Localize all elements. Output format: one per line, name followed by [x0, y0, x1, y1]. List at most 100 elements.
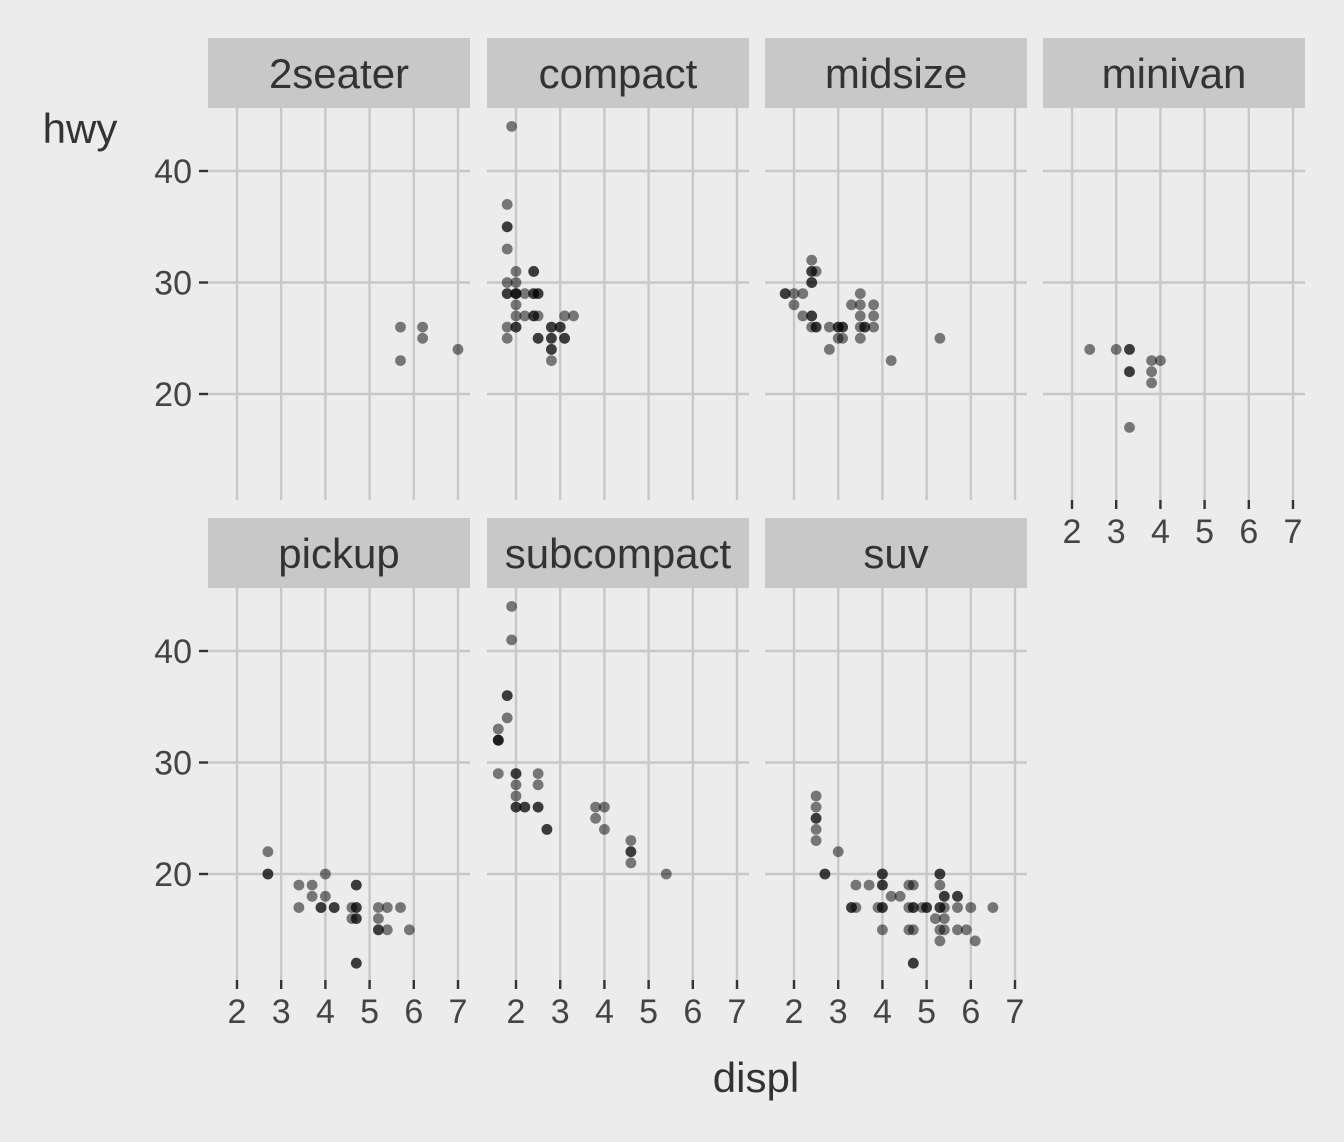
x-tick-label: 6: [961, 993, 980, 1031]
data-point: [350, 879, 362, 891]
y-tick-label: 40: [154, 153, 192, 191]
x-tick-label: 5: [917, 993, 936, 1031]
data-point: [510, 801, 522, 813]
data-point: [506, 121, 517, 132]
data-point: [554, 321, 566, 333]
data-point: [1146, 355, 1157, 366]
data-point: [501, 221, 513, 233]
x-tick-label: 4: [873, 993, 892, 1031]
data-point: [532, 288, 544, 299]
x-tick-label: 6: [1239, 513, 1258, 551]
data-point: [350, 913, 362, 924]
data-point: [373, 902, 384, 913]
data-point: [395, 355, 406, 366]
data-point: [262, 868, 274, 880]
data-point: [877, 902, 888, 913]
data-point: [934, 935, 946, 947]
data-point: [1110, 344, 1122, 355]
data-point: [824, 321, 835, 333]
data-point: [559, 332, 570, 344]
data-point: [599, 824, 610, 835]
data-point: [381, 924, 393, 936]
facet-panel-2seater: 2seater 20 30 40: [154, 38, 470, 500]
data-point: [907, 957, 919, 969]
data-point: [320, 868, 331, 880]
data-point: [501, 690, 513, 701]
data-point: [532, 310, 544, 322]
data-point: [824, 344, 835, 355]
data-point: [532, 332, 544, 344]
facet-panel-subcompact: subcompact 2 3 4 5 6 7: [487, 518, 749, 1031]
data-point: [510, 277, 522, 288]
data-point: [877, 924, 888, 936]
data-point: [952, 924, 963, 936]
x-tick-label: 5: [639, 993, 658, 1031]
data-point: [519, 310, 531, 322]
data-point: [546, 355, 557, 366]
data-point: [837, 321, 848, 333]
y-tick-label: 30: [154, 745, 192, 783]
facet-panel-midsize: midsize: [765, 38, 1027, 500]
facet-strip-label: pickup: [278, 530, 399, 577]
y-axis-title: hwy: [43, 105, 118, 152]
data-point: [306, 879, 318, 891]
data-point: [810, 321, 822, 333]
data-point: [952, 902, 963, 913]
data-point: [568, 310, 579, 322]
facet-strip-label: midsize: [825, 50, 967, 97]
data-point: [590, 812, 601, 824]
facet-strip-label: subcompact: [505, 530, 732, 577]
x-tick-label: 6: [683, 993, 702, 1031]
data-point: [797, 288, 809, 299]
data-point: [492, 768, 504, 779]
x-tick-label: 3: [551, 993, 570, 1031]
data-point: [907, 924, 919, 936]
data-point: [810, 790, 822, 802]
data-point: [1124, 344, 1135, 355]
data-point: [885, 355, 897, 366]
data-point: [907, 902, 919, 913]
x-tick-label: 7: [449, 993, 468, 1031]
x-tick-label: 7: [1284, 513, 1303, 551]
data-point: [938, 890, 950, 902]
data-point: [510, 288, 522, 299]
data-point: [846, 299, 857, 311]
data-point: [961, 924, 972, 936]
data-point: [373, 924, 384, 936]
data-point: [510, 299, 522, 311]
data-point: [859, 321, 871, 333]
data-point: [492, 734, 504, 746]
x-axis-title: displ: [713, 1054, 799, 1101]
data-point: [921, 902, 932, 913]
data-point: [877, 868, 888, 880]
data-point: [546, 332, 557, 344]
data-point: [987, 902, 999, 913]
data-point: [315, 902, 327, 913]
y-tick-label: 20: [154, 856, 192, 894]
x-tick-label: 2: [228, 993, 247, 1031]
data-point: [1155, 355, 1166, 366]
data-point: [854, 310, 866, 322]
data-point: [938, 913, 950, 924]
facet-strip-label: 2seater: [269, 50, 409, 97]
data-point: [1124, 366, 1135, 378]
x-tick-label: 5: [360, 993, 379, 1031]
data-point: [965, 902, 977, 913]
data-point: [832, 846, 844, 858]
data-point: [350, 902, 362, 913]
y-tick-label: 30: [154, 265, 192, 303]
data-point: [417, 332, 428, 344]
data-point: [501, 277, 513, 288]
y-tick-label: 40: [154, 633, 192, 671]
facet-panel-compact: compact: [487, 38, 749, 500]
data-point: [819, 868, 831, 880]
data-point: [404, 924, 415, 936]
x-tick-label: 7: [728, 993, 747, 1031]
data-point: [501, 712, 513, 724]
data-point: [373, 913, 384, 924]
data-point: [850, 902, 862, 913]
data-point: [868, 299, 879, 311]
data-point: [810, 266, 822, 277]
data-point: [660, 868, 672, 880]
data-point: [907, 879, 919, 891]
